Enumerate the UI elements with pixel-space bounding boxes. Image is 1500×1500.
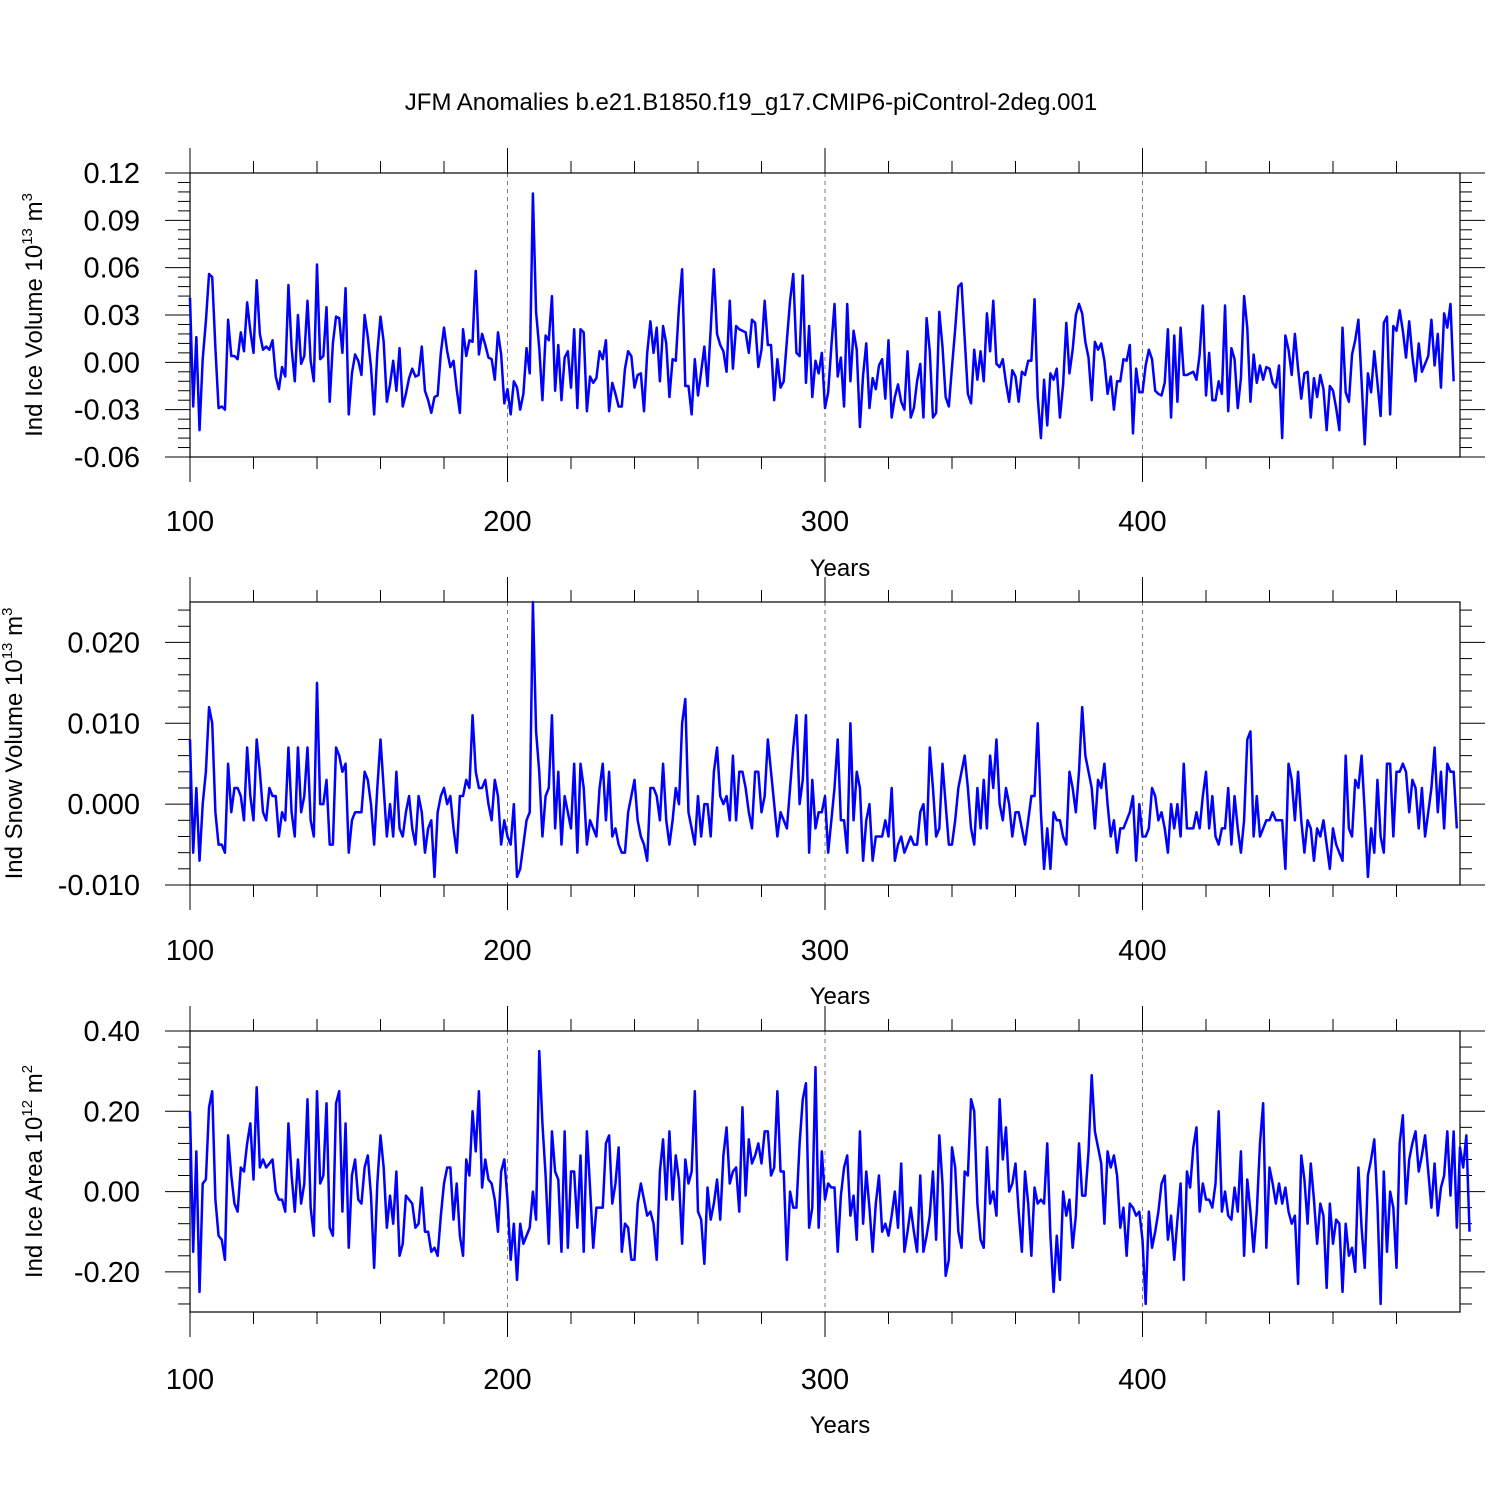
x-tick-label: 400 bbox=[1118, 935, 1166, 967]
x-tick-label: 100 bbox=[166, 1364, 214, 1396]
y-axis-title: Ind Ice Volume 1013 m3 bbox=[19, 193, 48, 437]
x-tick-label: 200 bbox=[483, 1364, 531, 1396]
x-tick-label: 300 bbox=[801, 1364, 849, 1396]
y-axis-title-text: m bbox=[1, 616, 28, 643]
x-tick-label: 100 bbox=[166, 506, 214, 538]
x-axis-title: Years bbox=[810, 555, 871, 582]
y-axis-title-superscript: 12 bbox=[19, 1100, 36, 1117]
x-tick-label: 300 bbox=[801, 935, 849, 967]
y-axis-title-superscript: 13 bbox=[0, 643, 16, 660]
y-tick-label: -0.20 bbox=[74, 1257, 140, 1289]
y-axis-title-text: m bbox=[21, 1073, 48, 1100]
y-axis-title-text: m bbox=[21, 201, 48, 228]
x-tick-label: 200 bbox=[483, 935, 531, 967]
y-axis-title-text: Ind Ice Area 10 bbox=[21, 1117, 48, 1278]
y-tick-label: -0.06 bbox=[74, 442, 140, 474]
series-line bbox=[188, 1049, 1471, 1306]
x-tick-label: 400 bbox=[1118, 506, 1166, 538]
x-tick-label: 400 bbox=[1118, 1364, 1166, 1396]
y-tick-label: 0.12 bbox=[84, 158, 140, 190]
y-axis-title-superscript: 3 bbox=[19, 193, 36, 201]
figure-title: JFM Anomalies b.e21.B1850.f19_g17.CMIP6-… bbox=[405, 89, 1097, 116]
x-axis-title: Years bbox=[810, 983, 871, 1010]
y-tick-label: 0.03 bbox=[84, 300, 140, 332]
y-axis-title-superscript: 2 bbox=[19, 1065, 36, 1073]
x-tick-label: 200 bbox=[483, 506, 531, 538]
y-axis-title: Ind Ice Area 1012 m2 bbox=[19, 1065, 48, 1278]
y-tick-label: 0.06 bbox=[84, 253, 140, 285]
x-tick-label: 300 bbox=[801, 506, 849, 538]
y-tick-label: 0.20 bbox=[84, 1096, 140, 1128]
y-tick-label: -0.010 bbox=[58, 870, 140, 902]
y-axis-title-text: Ind Ice Volume 10 bbox=[21, 245, 48, 437]
panel-snow-volume: 100 200 300 400 -0.010 0.000 0.010 0.020 Years In… bbox=[0, 577, 1485, 1010]
y-axis-title-superscript: 3 bbox=[0, 608, 16, 616]
y-tick-label: 0.40 bbox=[84, 1016, 140, 1048]
y-tick-label: 0.000 bbox=[67, 789, 140, 821]
y-tick-label: -0.03 bbox=[74, 395, 140, 427]
y-tick-label: 0.00 bbox=[84, 347, 140, 379]
y-axis-title-superscript: 13 bbox=[19, 228, 36, 245]
y-tick-label: 0.020 bbox=[67, 627, 140, 659]
y-axis-title-text: Ind Snow Volume 10 bbox=[1, 659, 28, 879]
panel-ice-volume: 100 200 300 400 -0.06 -0.03 0.00 0.03 0.06 0.09 0.… bbox=[19, 148, 1485, 582]
y-axis-title: Ind Snow Volume 1013 m3 bbox=[0, 608, 28, 880]
series-line bbox=[188, 192, 1455, 446]
x-axis-title: Years bbox=[810, 1412, 871, 1439]
x-tick-label: 100 bbox=[166, 935, 214, 967]
y-tick-label: 0.010 bbox=[67, 708, 140, 740]
series-line bbox=[188, 600, 1459, 879]
y-tick-label: 0.00 bbox=[84, 1177, 140, 1209]
panel-ice-area: 100 200 300 400 -0.20 0.00 0.20 0.40 Years Ind Ic… bbox=[19, 1006, 1485, 1439]
y-tick-label: 0.09 bbox=[84, 205, 140, 237]
